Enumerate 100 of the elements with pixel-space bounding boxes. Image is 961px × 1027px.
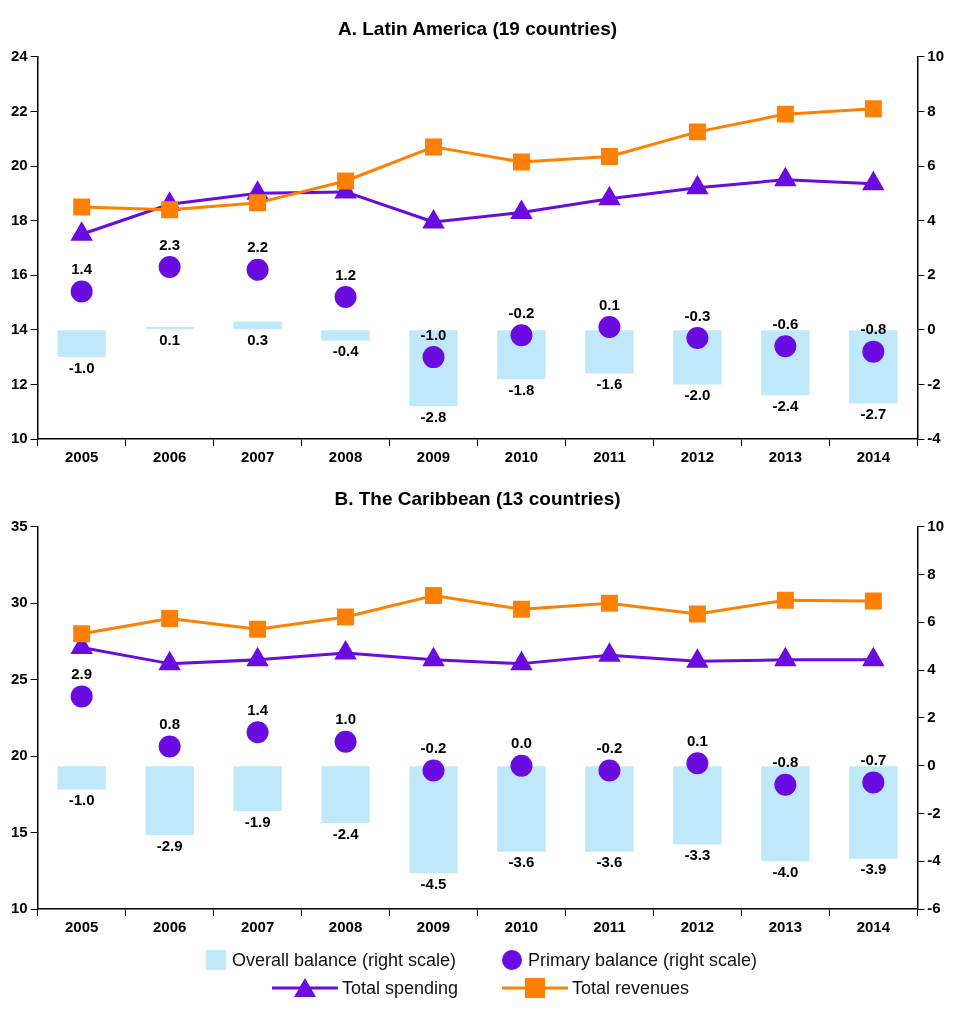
x-tick-label: 2006 [152, 448, 187, 466]
data-label: -0.7 [860, 751, 887, 769]
y-tick-label: 35 [11, 516, 28, 534]
x-tick-label: 2013 [768, 918, 803, 936]
data-label: -2.4 [772, 396, 799, 414]
data-label: -4.5 [420, 874, 447, 892]
bar [145, 327, 194, 330]
point [774, 335, 797, 358]
y-tick-label: 30 [11, 593, 28, 611]
x-tick-label: 2007 [240, 448, 275, 466]
point [862, 340, 885, 363]
x-tick-label: 2008 [328, 448, 363, 466]
x-tick-label: 2005 [64, 448, 99, 466]
x-tick-label: 2009 [416, 918, 451, 936]
point [774, 773, 797, 796]
y-tick-label: 22 [11, 101, 28, 119]
data-label: -0.8 [860, 320, 887, 338]
data-label: 2.2 [247, 238, 269, 256]
x-tick-label: 2014 [856, 918, 891, 936]
data-label: -3.3 [684, 846, 711, 864]
point [158, 256, 181, 279]
y-tick-label: 10 [11, 899, 28, 917]
y2-tick-label: -4 [927, 851, 942, 869]
chart-title: B. The Caribbean (13 countries) [334, 487, 621, 509]
y2-tick-label: 4 [927, 660, 937, 678]
point [334, 286, 357, 309]
y-tick-label: 16 [11, 265, 28, 283]
data-label: -0.3 [684, 306, 711, 324]
bar [57, 330, 106, 358]
data-label: -1.0 [68, 791, 95, 809]
x-tick-label: 2011 [593, 918, 626, 936]
data-label: -2.7 [860, 405, 887, 423]
legend-label: Total revenues [572, 977, 690, 999]
point [70, 685, 93, 708]
point [158, 735, 181, 758]
y2-tick-label: 0 [927, 755, 936, 773]
x-tick-label: 2010 [504, 448, 539, 466]
data-label: 2.9 [71, 665, 93, 683]
y2-tick-label: 6 [927, 612, 936, 630]
x-tick-label: 2011 [593, 448, 626, 466]
data-label: -1.9 [244, 812, 271, 830]
legend-label: Total spending [341, 977, 458, 999]
data-label: -0.2 [420, 739, 447, 757]
data-label: 1.0 [335, 710, 356, 728]
data-label: -0.4 [332, 342, 360, 360]
bar [321, 330, 370, 341]
y-tick-label: 24 [11, 46, 29, 64]
y2-tick-label: 4 [927, 210, 937, 228]
data-label: -4.0 [772, 862, 799, 880]
y2-tick-label: 2 [927, 265, 936, 283]
data-label: 0.1 [686, 731, 708, 749]
point [686, 326, 709, 349]
x-tick-label: 2008 [328, 918, 363, 936]
x-tick-label: 2006 [152, 918, 187, 936]
y-tick-label: 14 [11, 319, 29, 337]
point [510, 754, 533, 777]
data-label: -1.6 [596, 375, 623, 393]
data-label: -2.0 [684, 386, 711, 404]
point [862, 771, 885, 794]
y2-tick-label: 8 [927, 101, 936, 119]
y2-tick-label: 8 [927, 564, 936, 582]
data-label: 2.3 [159, 235, 181, 253]
point [598, 316, 621, 339]
y2-tick-label: 10 [927, 46, 944, 64]
data-label: 0.1 [159, 330, 181, 348]
y2-tick-label: 0 [927, 319, 936, 337]
data-label: 1.4 [71, 260, 93, 278]
chart-title: A. Latin America (19 countries) [337, 17, 618, 39]
bar [585, 330, 634, 374]
y-tick-label: 18 [11, 210, 28, 228]
legend-label: Primary balance (right scale) [528, 949, 758, 971]
data-label: -0.2 [508, 303, 535, 321]
y-tick-label: 20 [11, 746, 28, 764]
data-label: -3.9 [860, 860, 887, 878]
y2-tick-label: 10 [927, 516, 944, 534]
data-label: 0.1 [599, 295, 620, 313]
data-label: -0.2 [596, 739, 623, 757]
data-label: 0.3 [247, 330, 269, 348]
bar [233, 321, 282, 330]
data-label: -2.9 [156, 836, 183, 854]
y-tick-label: 10 [11, 429, 28, 447]
data-label: -1.0 [420, 325, 447, 343]
point [246, 721, 269, 744]
y2-tick-label: -4 [927, 429, 942, 447]
x-tick-label: 2005 [64, 918, 99, 936]
data-label: -3.6 [596, 853, 623, 871]
legend-label: Overall balance (right scale) [231, 949, 457, 971]
data-label: 0.8 [159, 715, 181, 733]
y-tick-label: 12 [11, 374, 28, 392]
y-tick-label: 15 [11, 822, 28, 840]
data-label: 1.2 [335, 265, 356, 283]
point [70, 280, 93, 303]
data-label: -3.6 [508, 853, 535, 871]
y-tick-label: 20 [11, 156, 28, 174]
y-tick-label: 25 [11, 669, 28, 687]
x-tick-label: 2007 [240, 918, 275, 936]
data-label: -1.0 [68, 358, 95, 376]
y2-tick-label: 6 [927, 156, 936, 174]
point [686, 752, 709, 775]
point [422, 759, 445, 782]
